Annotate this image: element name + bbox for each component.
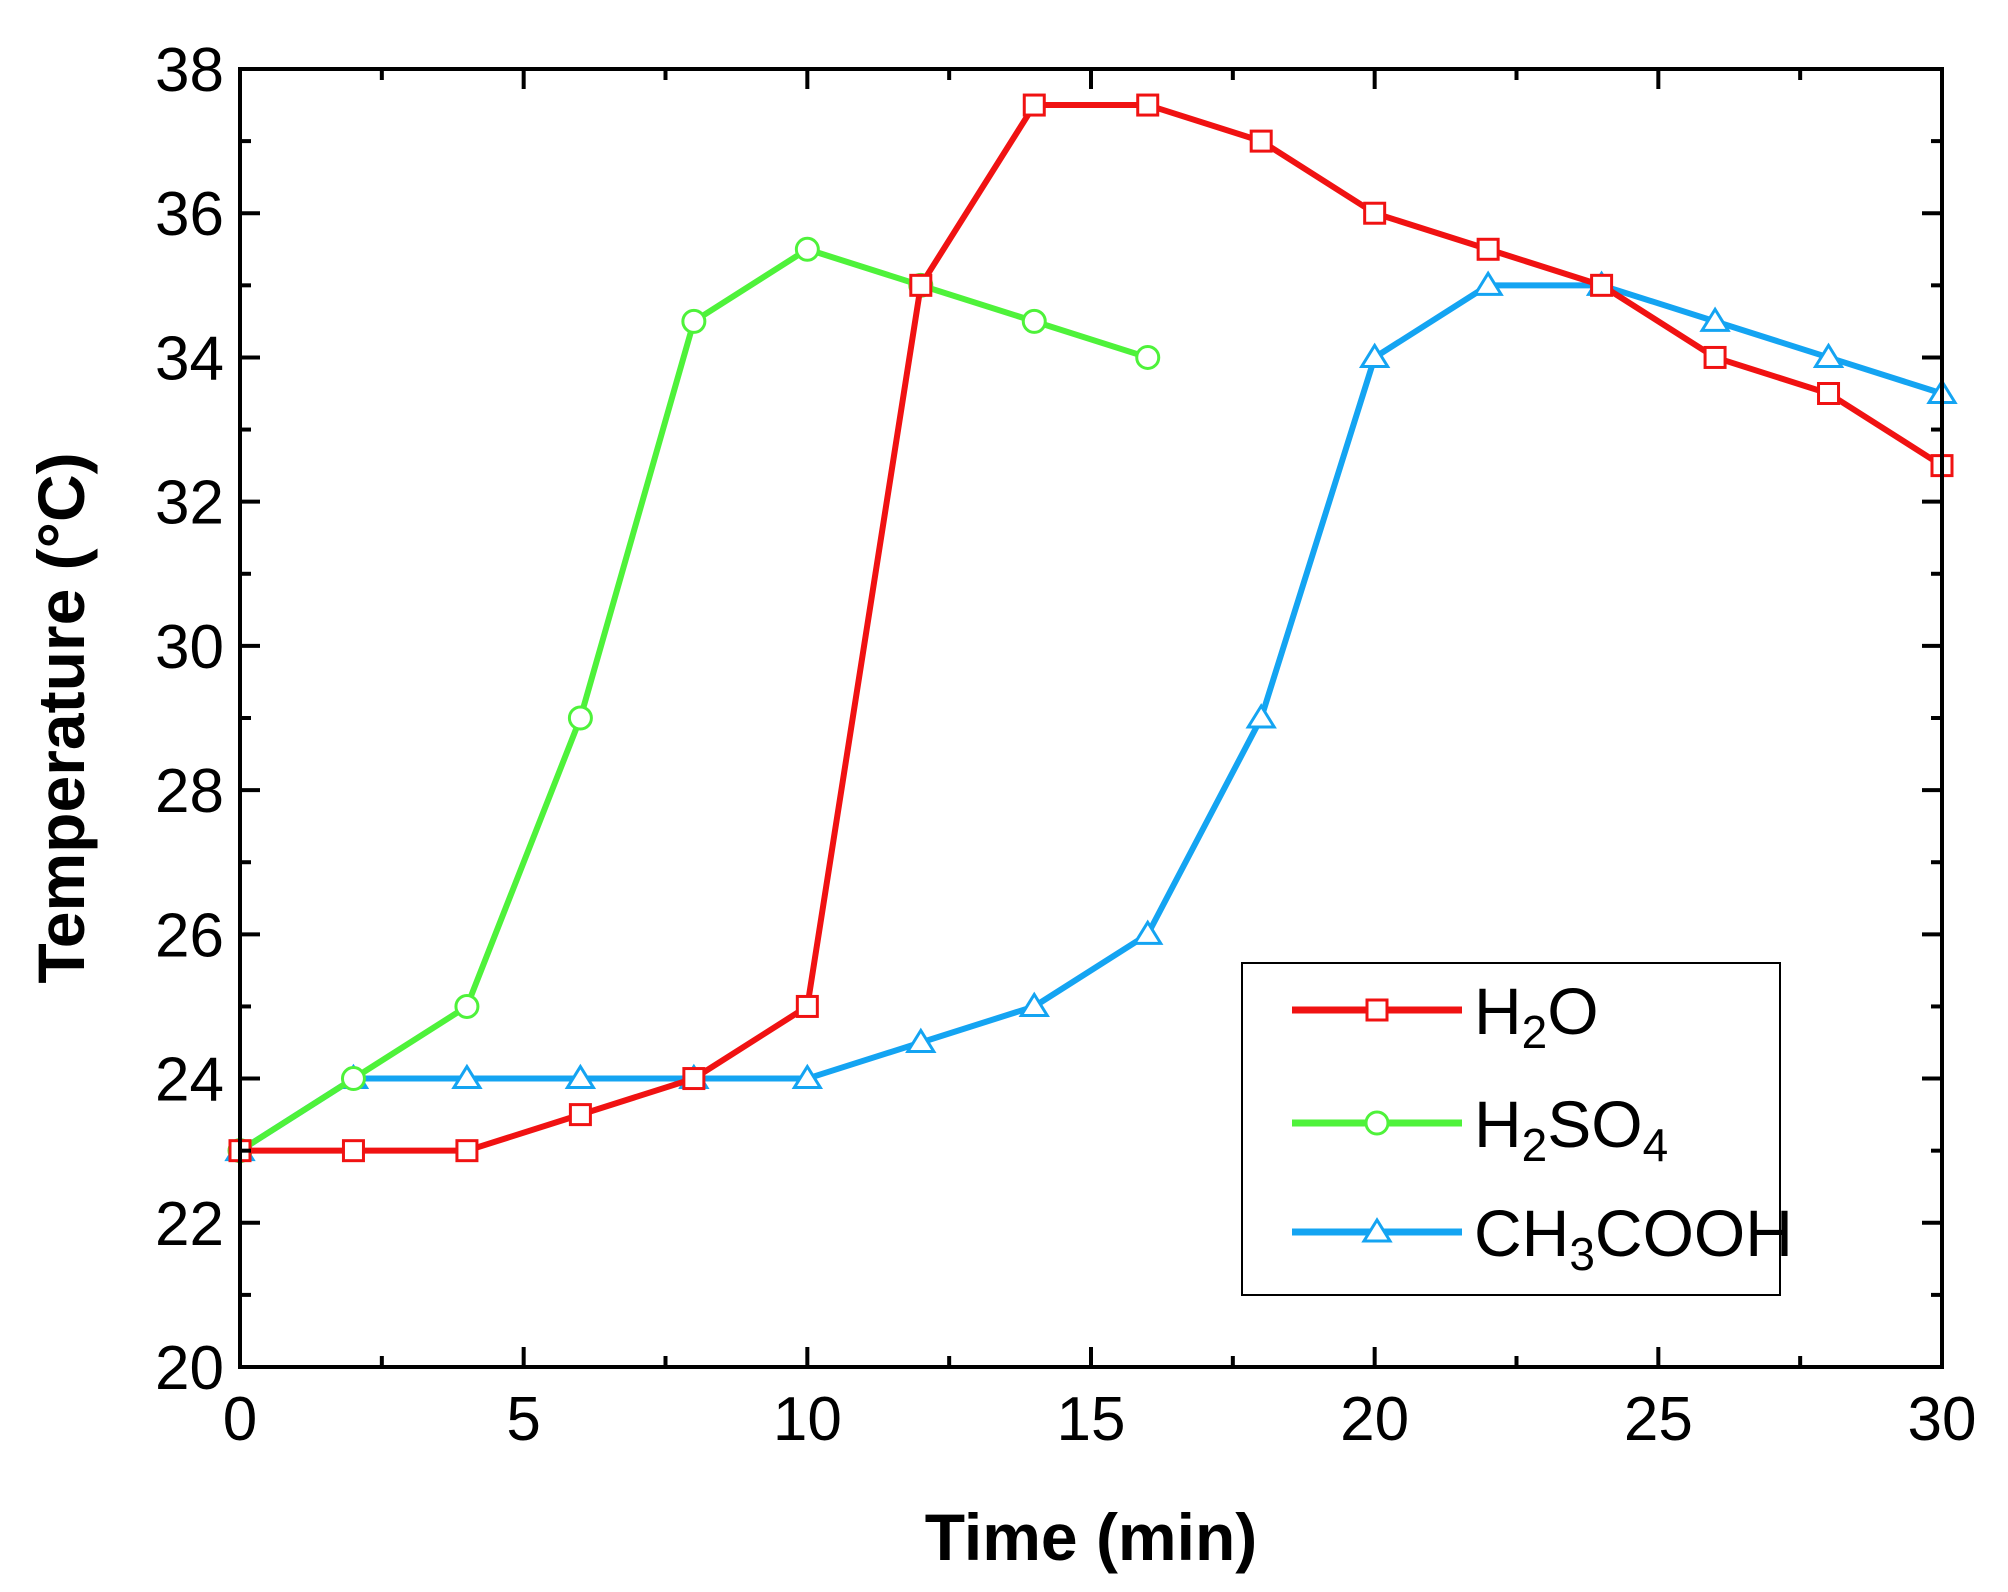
y-tick-label: 30 bbox=[155, 613, 224, 682]
data-point-square bbox=[909, 273, 933, 297]
data-point-square bbox=[568, 1103, 592, 1127]
data-point-circle bbox=[794, 236, 820, 262]
series-line bbox=[237, 282, 1945, 1154]
series-h2o bbox=[228, 93, 1954, 1163]
data-point-circle bbox=[454, 993, 480, 1019]
series-ch3cooh bbox=[224, 270, 1958, 1162]
data-point-square bbox=[1249, 129, 1273, 153]
x-tick-label: 0 bbox=[223, 1385, 257, 1454]
legend-item: H2O bbox=[1292, 974, 1599, 1058]
x-tick-label: 10 bbox=[773, 1385, 842, 1454]
legend-marker-circle bbox=[1364, 1110, 1390, 1136]
series-line bbox=[237, 102, 1945, 1154]
data-point-circle bbox=[567, 705, 593, 731]
legend-box bbox=[1241, 962, 1781, 1296]
x-axis-title: Time (min) bbox=[925, 1500, 1257, 1574]
data-point-square bbox=[795, 994, 819, 1018]
legend-text-part: H bbox=[1474, 1087, 1522, 1161]
x-tick-label: 15 bbox=[1057, 1385, 1126, 1454]
y-tick-label: 26 bbox=[155, 901, 224, 970]
y-tick-label: 24 bbox=[155, 1046, 224, 1115]
data-point-square bbox=[1817, 382, 1841, 405]
data-point-circle bbox=[340, 1066, 366, 1092]
data-point-triangle bbox=[1358, 342, 1391, 368]
legend-subscript: 2 bbox=[1522, 1006, 1548, 1058]
data-point-square bbox=[341, 1139, 365, 1163]
legend-text-part: SO bbox=[1547, 1087, 1642, 1161]
data-point-triangle bbox=[905, 1027, 937, 1053]
legend-text-part: H bbox=[1474, 974, 1522, 1048]
legend-text-part: COOH bbox=[1595, 1196, 1793, 1270]
y-tick-label: 36 bbox=[155, 180, 224, 249]
data-point-triangle bbox=[1812, 342, 1845, 368]
y-tick-label: 38 bbox=[155, 36, 224, 105]
y-tick-label: 32 bbox=[155, 469, 224, 538]
data-point-triangle bbox=[1472, 270, 1504, 296]
x-tick-label: 25 bbox=[1624, 1385, 1693, 1454]
legend-subscript: 3 bbox=[1569, 1228, 1595, 1280]
data-point-square bbox=[1476, 237, 1500, 261]
data-point-circle bbox=[681, 308, 707, 334]
data-point-triangle bbox=[1699, 306, 1731, 332]
legend-subscript: 4 bbox=[1643, 1119, 1669, 1171]
legend-label: CH3COOH bbox=[1474, 1196, 1793, 1280]
legend-text-part: CH bbox=[1474, 1196, 1569, 1270]
series-h2so4 bbox=[227, 236, 1161, 1164]
y-tick-label: 34 bbox=[155, 324, 224, 393]
data-point-circle bbox=[1021, 308, 1047, 334]
series-layer bbox=[224, 93, 1958, 1164]
data-point-square bbox=[1590, 273, 1614, 297]
y-tick-label: 28 bbox=[155, 757, 224, 826]
legend-item: CH3COOH bbox=[1292, 1196, 1793, 1280]
data-point-square bbox=[1136, 93, 1160, 117]
legend-subscript: 2 bbox=[1522, 1119, 1548, 1171]
legend-label: H2SO4 bbox=[1474, 1087, 1668, 1171]
data-point-triangle bbox=[1132, 919, 1164, 945]
x-tick-label: 30 bbox=[1908, 1385, 1977, 1454]
data-point-square bbox=[455, 1139, 479, 1163]
data-point-square bbox=[682, 1067, 706, 1091]
legend-marker-square bbox=[1365, 998, 1389, 1022]
data-point-triangle bbox=[1245, 703, 1277, 729]
data-point-square bbox=[1363, 201, 1387, 225]
data-point-triangle bbox=[791, 1063, 824, 1090]
legend-item: H2SO4 bbox=[1292, 1087, 1668, 1171]
x-tick-label: 20 bbox=[1340, 1385, 1409, 1454]
y-tick-label: 22 bbox=[155, 1190, 224, 1259]
data-point-triangle bbox=[1018, 991, 1050, 1017]
data-point-triangle bbox=[564, 1063, 597, 1090]
y-tick-label: 20 bbox=[155, 1334, 224, 1403]
x-tick-label: 5 bbox=[506, 1385, 540, 1454]
data-point-triangle bbox=[451, 1063, 483, 1090]
data-point-square bbox=[1703, 345, 1727, 369]
legend-text-part: O bbox=[1547, 974, 1598, 1048]
data-point-circle bbox=[1135, 344, 1161, 370]
legend-label: H2O bbox=[1474, 974, 1599, 1058]
data-point-square bbox=[1022, 93, 1046, 117]
y-axis-title: Temperature (°C) bbox=[24, 452, 98, 983]
legend-marker-triangle bbox=[1361, 1217, 1393, 1243]
